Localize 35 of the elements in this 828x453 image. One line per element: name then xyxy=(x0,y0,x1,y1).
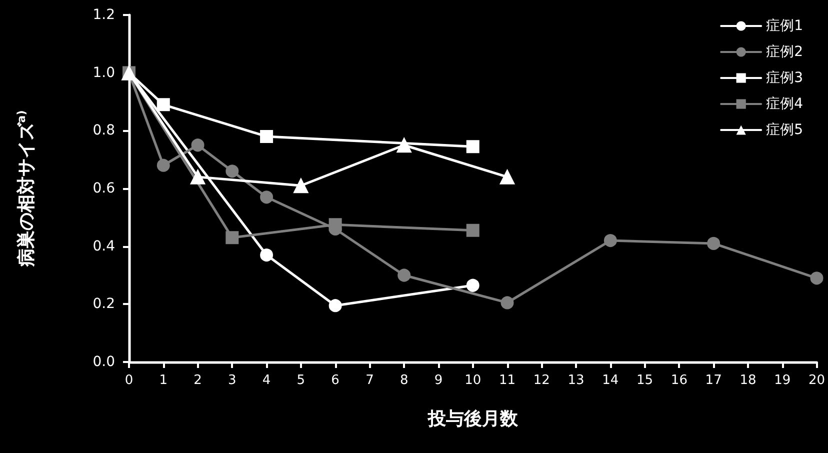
y-tick-label: 1.0 xyxy=(92,64,115,81)
x-tick-label: 3 xyxy=(228,373,236,388)
x-tick-label: 7 xyxy=(366,373,374,388)
x-tick-label: 20 xyxy=(808,373,825,388)
x-tick-label: 13 xyxy=(568,373,584,388)
x-tick-label: 14 xyxy=(602,373,619,388)
x-tick-label: 8 xyxy=(400,373,408,388)
y-tick-label: 0.6 xyxy=(92,180,116,196)
x-tick-label: 16 xyxy=(670,373,688,388)
legend-label: 症例2 xyxy=(766,44,804,60)
x-axis-title: 投与後月数 xyxy=(426,408,519,430)
y-tick-label: 0.8 xyxy=(92,122,115,139)
y-tick-label: 0.2 xyxy=(92,296,115,312)
x-tick-label: 1 xyxy=(159,373,168,388)
x-tick-label: 9 xyxy=(434,373,443,388)
x-tick-label: 6 xyxy=(331,373,340,388)
x-tick-label: 5 xyxy=(296,373,306,388)
y-tick-label: 1.2 xyxy=(92,7,115,23)
x-tick-label: 19 xyxy=(774,373,791,388)
x-tick-label: 12 xyxy=(533,373,550,388)
y-tick-label: 0.0 xyxy=(92,354,115,370)
legend-label: 症例3 xyxy=(766,70,804,86)
x-tick-label: 10 xyxy=(464,373,482,388)
y-axis-title: 病巣の相対サイズa) xyxy=(15,110,37,268)
x-tick-label: 0 xyxy=(124,373,134,388)
legend-label: 症例5 xyxy=(766,122,804,138)
x-tick-label: 15 xyxy=(636,373,654,388)
y-tick-label: 0.4 xyxy=(92,238,116,254)
x-tick-label: 17 xyxy=(705,373,722,388)
legend-label: 症例4 xyxy=(766,96,804,112)
legend-label: 症例1 xyxy=(766,18,804,34)
x-tick-label: 18 xyxy=(740,373,756,388)
x-tick-label: 4 xyxy=(262,373,271,388)
x-tick-label: 11 xyxy=(498,373,516,388)
x-tick-label: 2 xyxy=(194,373,202,388)
